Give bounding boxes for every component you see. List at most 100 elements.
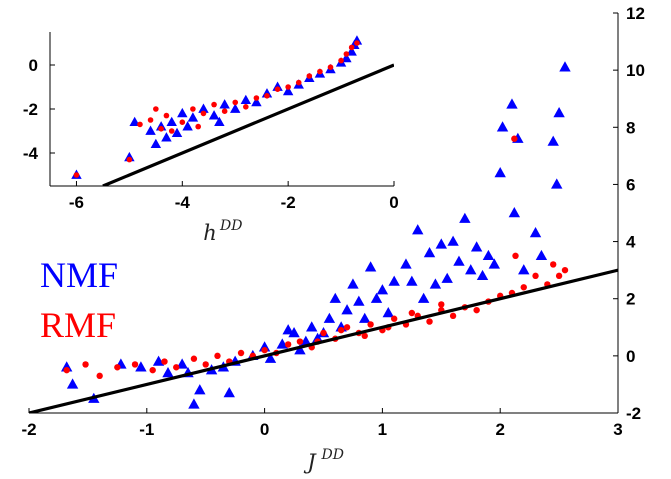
- inset-rmf-point: [190, 106, 196, 112]
- inset-rmf-point: [343, 51, 350, 57]
- main-y-tick-label: 12: [626, 4, 645, 23]
- main-nmf-point: [162, 367, 174, 378]
- main-nmf-point: [465, 264, 477, 275]
- main-nmf-point: [152, 355, 165, 366]
- main-nmf-point: [176, 358, 188, 369]
- main-y-tick-label: 2: [626, 290, 635, 309]
- inset-nmf-point: [145, 125, 156, 135]
- inset-rmf-point: [274, 86, 281, 92]
- inset-nmf-point: [182, 121, 193, 131]
- main-x-tick-label: -2: [21, 420, 36, 439]
- main-nmf-point: [551, 178, 563, 189]
- main-nmf-point: [66, 378, 79, 389]
- inset-rmf-point: [137, 121, 143, 128]
- main-rmf-point: [296, 338, 304, 345]
- inset-x-tick-label: -6: [69, 193, 84, 212]
- inset-reference-line: [102, 63, 394, 186]
- main-rmf-point: [96, 372, 103, 380]
- main-x-tick-label: 1: [378, 420, 387, 439]
- inset-rmf-point: [73, 172, 80, 178]
- main-y-tick-label: 4: [626, 233, 636, 252]
- main-nmf-point: [306, 321, 318, 332]
- main-rmf-point: [561, 266, 569, 274]
- main-nmf-point: [506, 98, 518, 109]
- main-nmf-point: [364, 261, 377, 272]
- main-rmf-point: [550, 261, 557, 268]
- inset-nmf-point: [219, 99, 230, 109]
- main-nmf-point: [376, 284, 389, 295]
- main-nmf-point: [453, 255, 465, 266]
- main-nmf-point: [470, 241, 483, 252]
- inset-rmf-point: [232, 99, 239, 106]
- main-nmf-point: [264, 352, 277, 363]
- main-rmf-point: [202, 361, 209, 368]
- main-x-tick-label: -1: [139, 420, 154, 439]
- main-rmf-point: [114, 364, 121, 371]
- inset-y-tick-label: 0: [29, 56, 38, 75]
- legend: NMF RMF: [40, 255, 118, 345]
- inset-nmf-point: [214, 116, 225, 127]
- main-nmf-point: [518, 264, 530, 275]
- inset-chart: -6 -4 -2 0 0 -2 -4 h DD: [23, 28, 400, 245]
- inset-rmf-point: [295, 79, 302, 86]
- main-nmf-point: [496, 121, 509, 132]
- main-y-tick-label: 10: [626, 61, 645, 80]
- main-rmf-point: [320, 329, 327, 337]
- main-reference-line: [29, 268, 618, 413]
- main-nmf-point: [347, 278, 359, 289]
- inset-rmf-point: [243, 104, 249, 110]
- main-nmf-point: [323, 312, 336, 323]
- inset-x-tick-label: -4: [175, 193, 191, 212]
- main-rmf-point: [473, 306, 480, 314]
- main-rmf-point: [190, 355, 198, 362]
- legend-nmf: NMF: [40, 255, 118, 295]
- main-rmf-point: [449, 312, 457, 320]
- inset-rmf-point: [221, 108, 228, 114]
- main-x-tick-label: 3: [613, 420, 622, 439]
- main-nmf-point: [370, 292, 383, 303]
- main-nmf-point: [441, 272, 453, 283]
- main-rmf-point: [237, 349, 245, 357]
- main-rmf-point: [512, 252, 519, 260]
- main-nmf-point: [388, 275, 400, 286]
- main-nmf-point: [429, 278, 442, 289]
- main-nmf-point: [423, 247, 436, 258]
- main-nmf-point: [482, 249, 495, 261]
- main-nmf-point: [194, 384, 206, 395]
- main-nmf-point: [447, 235, 459, 246]
- inset-rmf-point: [147, 117, 154, 123]
- main-rmf-point: [520, 284, 527, 291]
- inset-rmf-point: [317, 68, 323, 75]
- main-rmf-point: [390, 315, 398, 322]
- main-nmf-point: [341, 304, 353, 315]
- main-nmf-point: [529, 227, 542, 238]
- main-x-axis-label-sup: DD: [321, 447, 344, 463]
- inset-nmf-point: [251, 96, 262, 107]
- inset-rmf-point: [264, 93, 270, 99]
- inset-rmf-point: [168, 128, 175, 134]
- main-nmf-point: [553, 107, 565, 118]
- inset-nmf-point: [282, 85, 294, 96]
- inset-rmf-point: [195, 123, 201, 130]
- inset-rmf-point: [211, 101, 217, 108]
- inset-nmf-point: [171, 127, 183, 138]
- main-y-tick-label: -2: [626, 404, 641, 423]
- main-nmf-point: [288, 327, 300, 338]
- main-x-tick-label: 0: [260, 420, 269, 439]
- main-rmf-point: [343, 324, 351, 331]
- main-rmf-point: [426, 318, 433, 325]
- main-rmf-point: [284, 341, 292, 348]
- inset-y-tick-label: -4: [23, 144, 39, 163]
- main-rmf-point: [161, 358, 168, 365]
- main-nmf-point: [406, 275, 418, 286]
- main-nmf-point: [435, 238, 447, 249]
- inset-nmf-point: [208, 110, 220, 120]
- inset-nmf-point: [230, 103, 241, 113]
- inset-nmf-point: [240, 94, 252, 105]
- main-y-tick-label: 6: [626, 175, 635, 194]
- main-nmf-point: [417, 292, 430, 303]
- main-nmf-point: [508, 207, 521, 218]
- main-nmf-point: [353, 295, 365, 306]
- main-nmf-point: [459, 212, 471, 223]
